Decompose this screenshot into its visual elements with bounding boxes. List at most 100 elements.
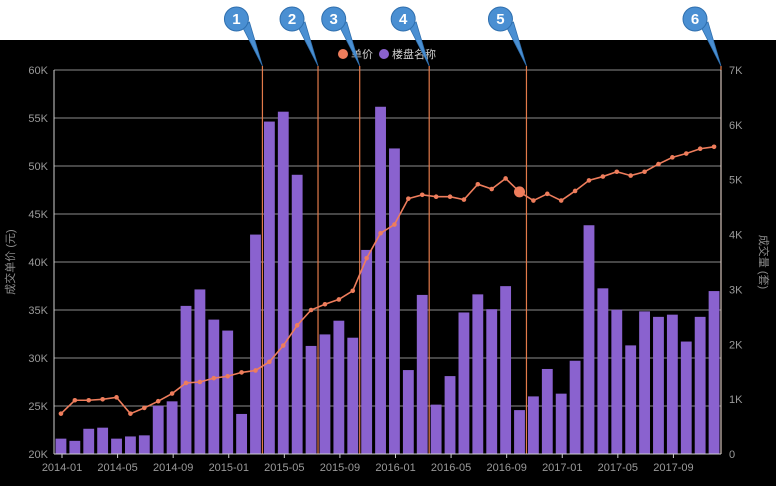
price-point[interactable] [197, 379, 203, 385]
volume-bar[interactable] [416, 294, 428, 454]
price-point[interactable] [447, 194, 453, 200]
price-point[interactable] [308, 307, 314, 313]
price-point[interactable] [378, 230, 383, 236]
price-point[interactable] [86, 397, 92, 403]
price-point[interactable] [142, 405, 147, 411]
volume-bar[interactable] [611, 309, 623, 454]
price-point[interactable] [336, 297, 342, 302]
volume-bar[interactable] [625, 345, 637, 454]
volume-bar[interactable] [708, 291, 720, 454]
volume-bar[interactable] [375, 106, 386, 455]
volume-bar[interactable] [69, 440, 81, 454]
price-point[interactable] [656, 161, 661, 167]
price-point[interactable] [155, 398, 161, 404]
volume-bar[interactable] [430, 404, 442, 454]
price-point[interactable] [253, 368, 258, 373]
volume-bar[interactable] [555, 393, 567, 454]
price-point[interactable] [322, 301, 328, 307]
callout-label: 1 [232, 11, 240, 28]
volume-bar[interactable] [639, 311, 650, 454]
volume-bar[interactable] [347, 337, 359, 454]
price-point[interactable] [183, 380, 189, 386]
price-point[interactable] [433, 194, 439, 200]
volume-bar[interactable] [236, 413, 248, 454]
price-point[interactable] [600, 174, 606, 179]
price-point[interactable] [475, 181, 481, 187]
volume-bar[interactable] [319, 334, 331, 454]
price-point[interactable] [392, 222, 397, 227]
price-point[interactable] [169, 391, 175, 396]
legend-project-name-label[interactable]: 楼盘名称 [392, 47, 436, 61]
volume-bar[interactable] [194, 289, 206, 454]
volume-bar[interactable] [653, 316, 664, 454]
volume-bar[interactable] [180, 305, 192, 454]
volume-bar[interactable] [680, 341, 692, 454]
price-point[interactable] [614, 169, 620, 175]
price-point[interactable] [280, 343, 286, 348]
legend-price-icon[interactable] [338, 49, 348, 59]
price-point[interactable] [114, 395, 119, 400]
volume-bar[interactable] [277, 111, 289, 454]
price-point[interactable] [461, 197, 467, 202]
price-point[interactable] [350, 288, 356, 294]
volume-bar[interactable] [500, 286, 512, 454]
price-point[interactable] [128, 411, 133, 416]
volume-bar[interactable] [55, 438, 67, 454]
volume-bar[interactable] [97, 427, 109, 454]
price-point[interactable] [489, 186, 495, 192]
price-point[interactable] [364, 255, 369, 261]
volume-bar[interactable] [138, 435, 150, 454]
volume-bar[interactable] [166, 401, 178, 454]
price-point[interactable] [545, 191, 550, 197]
volume-bar[interactable] [389, 148, 400, 454]
price-point[interactable] [572, 188, 578, 194]
price-point-highlighted[interactable] [514, 186, 526, 198]
volume-bar[interactable] [458, 312, 470, 454]
volume-bar[interactable] [666, 314, 678, 454]
volume-bar[interactable] [486, 309, 498, 454]
volume-bar[interactable] [472, 294, 484, 454]
volume-bar[interactable] [125, 436, 136, 454]
volume-bar[interactable] [583, 225, 595, 454]
volume-bar[interactable] [444, 376, 456, 454]
volume-bar[interactable] [527, 396, 539, 454]
volume-bar[interactable] [250, 234, 261, 454]
volume-bar[interactable] [305, 345, 317, 454]
price-point[interactable] [100, 396, 105, 402]
volume-bar[interactable] [263, 121, 275, 455]
volume-bar[interactable] [291, 174, 303, 454]
volume-bar[interactable] [333, 320, 345, 454]
price-point[interactable] [225, 373, 230, 379]
volume-bar[interactable] [83, 428, 95, 454]
volume-bar[interactable] [222, 330, 234, 454]
price-point[interactable] [239, 370, 244, 375]
price-point[interactable] [267, 359, 272, 365]
price-point[interactable] [586, 178, 592, 183]
volume-bar[interactable] [208, 319, 220, 454]
volume-bar[interactable] [694, 316, 706, 454]
volume-bar[interactable] [111, 438, 122, 454]
price-point[interactable] [628, 173, 633, 178]
volume-bar[interactable] [569, 360, 581, 454]
volume-bar[interactable] [402, 370, 414, 454]
price-point[interactable] [72, 397, 78, 403]
volume-bar[interactable] [361, 249, 373, 454]
price-point[interactable] [419, 192, 425, 198]
price-point[interactable] [531, 198, 536, 203]
price-point[interactable] [294, 323, 300, 328]
price-point[interactable] [558, 198, 564, 203]
price-point[interactable] [683, 151, 689, 156]
price-point[interactable] [711, 144, 717, 150]
volume-bar[interactable] [152, 405, 164, 454]
volume-bar[interactable] [541, 368, 553, 454]
price-point[interactable] [406, 196, 411, 201]
price-point[interactable] [503, 176, 508, 181]
price-point[interactable] [697, 146, 703, 152]
price-point[interactable] [670, 155, 675, 160]
legend-project-name-icon[interactable] [379, 49, 389, 59]
price-point[interactable] [58, 411, 64, 416]
price-point[interactable] [642, 169, 647, 175]
price-point[interactable] [211, 375, 217, 381]
volume-bar[interactable] [514, 410, 525, 454]
volume-bar[interactable] [597, 288, 609, 454]
